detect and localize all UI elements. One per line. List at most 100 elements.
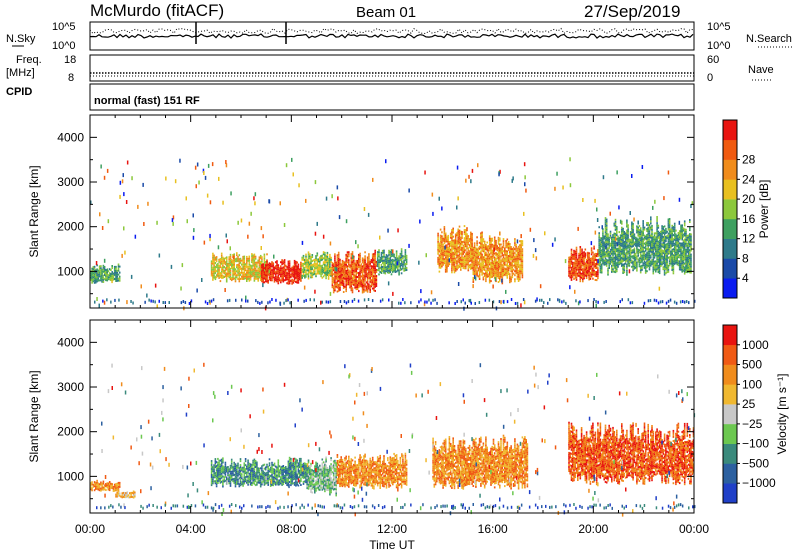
power-speckle (477, 163, 479, 168)
power-echo-cell (324, 251, 326, 254)
power-echo-cell (509, 267, 511, 270)
power-echo-cell (217, 268, 219, 271)
power-echo-cell (288, 276, 291, 279)
power-echo-cell (595, 273, 598, 276)
power-echo-cell (619, 234, 622, 237)
power-echo-cell (672, 240, 675, 243)
power-echo-cell (461, 251, 463, 254)
power-echo-cell (493, 238, 496, 241)
power-echo-cell (395, 250, 398, 253)
power-echo-cell (521, 262, 524, 265)
power-echo-cell (656, 216, 658, 218)
power-echo-cell (626, 221, 628, 224)
power-echo-cell (689, 233, 691, 236)
power-echo-cell (598, 258, 600, 261)
power-echo-cell (493, 264, 496, 267)
power-echo-cell (642, 234, 644, 237)
power-echo-cell (478, 259, 481, 262)
power-echo-cell (683, 246, 686, 249)
power-echo-cell (643, 250, 646, 253)
power-echo-cell (321, 256, 324, 259)
power-echo-cell (689, 235, 691, 238)
power-echo-cell (317, 264, 320, 267)
power-echo-cell (238, 258, 241, 261)
power-echo-cell (651, 247, 653, 249)
power-echo-cell (223, 276, 225, 278)
power-echo-cell (229, 273, 232, 276)
power-echo-cell (346, 267, 349, 270)
power-echo-cell (628, 244, 631, 247)
power-speckle (562, 185, 564, 190)
power-echo-cell (634, 244, 637, 247)
power-echo-cell (587, 263, 589, 266)
power-echo-cell (593, 263, 595, 266)
power-echo-cell (374, 283, 376, 286)
power-echo-cell (623, 263, 626, 266)
power-echo-cell (638, 259, 641, 262)
power-echo-cell (350, 283, 353, 286)
power-echo-cell (519, 258, 521, 261)
power-echo-cell (215, 274, 218, 277)
power-echo-cell (437, 234, 439, 237)
power-echo-cell (327, 277, 330, 280)
power-echo-cell (443, 238, 446, 241)
power-echo-cell (487, 261, 490, 264)
power-echo-cell (353, 259, 355, 262)
power-echo-cell (214, 276, 217, 279)
power-echo-cell (317, 268, 320, 271)
power-echo-cell (90, 278, 92, 281)
power-echo-cell (575, 262, 578, 265)
power-echo-cell (496, 245, 498, 248)
power-echo-cell (344, 285, 346, 288)
power-echo-cell (404, 251, 407, 254)
power-speckle (291, 157, 293, 162)
power-echo-cell (612, 240, 614, 243)
power-echo-cell (466, 239, 468, 242)
power-echo-cell (390, 249, 393, 252)
power-echo-cell (365, 273, 368, 276)
power-echo-cell (631, 227, 633, 230)
power-echo-cell (439, 264, 442, 267)
power-echo-cell (627, 246, 629, 249)
power-echo-cell (648, 230, 651, 233)
power-echo-cell (296, 265, 298, 268)
power-speckle (226, 239, 228, 244)
power-echo-cell (643, 238, 646, 241)
power-echo-cell (637, 220, 639, 223)
power-echo-cell (364, 277, 366, 280)
power-echo-cell (102, 270, 105, 273)
power-echo-cell (506, 254, 509, 257)
power-echo-cell (623, 257, 626, 260)
power-echo-cell (473, 260, 476, 263)
power-echo-cell (478, 263, 481, 266)
power-echo-cell (612, 260, 614, 263)
power-echo-cell (281, 269, 283, 272)
power-echo-cell (331, 262, 334, 265)
power-echo-cell (651, 231, 653, 233)
power-echo-cell (213, 268, 215, 271)
power-echo-cell (332, 269, 335, 272)
power-echo-cell (276, 260, 278, 263)
power-ground-cell (271, 298, 273, 301)
power-speckle (146, 293, 148, 298)
power-echo-cell (275, 265, 277, 268)
power-echo-cell (496, 249, 498, 252)
power-echo-cell (314, 264, 316, 267)
power-echo-cell (210, 268, 213, 271)
power-echo-cell (689, 241, 691, 244)
power-echo-cell (222, 256, 224, 259)
power-echo-cell (473, 272, 476, 275)
power-echo-cell (293, 263, 296, 266)
power-echo-cell (590, 261, 593, 264)
power-echo-cell (253, 263, 256, 266)
power-echo-cell (325, 271, 327, 274)
power-echo-cell (480, 242, 482, 245)
power-echo-cell (502, 240, 505, 243)
power-echo-cell (334, 289, 336, 292)
power-echo-cell (678, 264, 681, 267)
power-echo-cell (358, 274, 360, 277)
power-echo-cell (485, 274, 487, 277)
power-echo-cell (375, 262, 378, 265)
power-echo-cell (627, 252, 629, 255)
power-echo-cell (324, 264, 326, 266)
